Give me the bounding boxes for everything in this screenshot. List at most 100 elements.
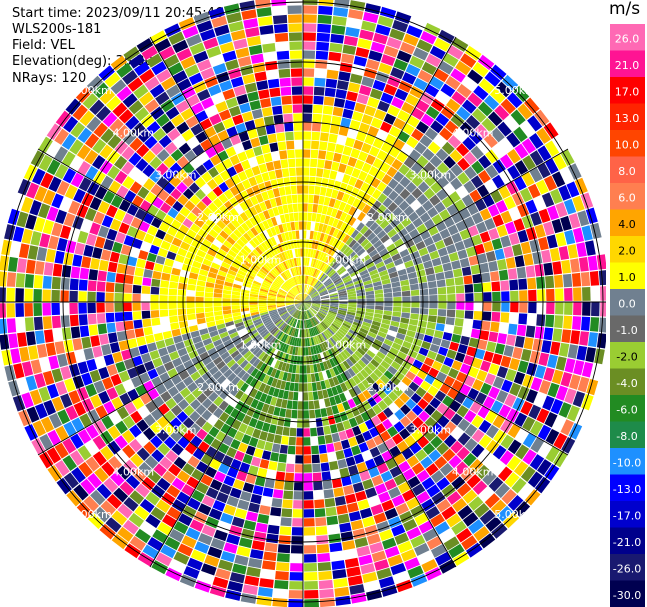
range-gate-cell	[258, 299, 267, 302]
range-gate-cell	[355, 433, 366, 445]
range-gate-cell	[304, 311, 308, 320]
range-gate-cell	[339, 467, 350, 478]
range-gate-cell	[396, 243, 407, 253]
range-gate-cell	[312, 298, 321, 301]
range-gate-cell	[539, 380, 551, 395]
range-gate-cell	[321, 302, 330, 305]
range-gate-cell	[278, 332, 285, 341]
range-gate-cell	[300, 257, 303, 266]
range-gate-cell	[367, 331, 377, 339]
range-gate-cell	[478, 533, 496, 549]
range-gate-cell	[523, 337, 534, 350]
range-gate-cell	[319, 343, 325, 352]
range-gate-cell	[266, 189, 275, 199]
range-gate-cell	[246, 406, 256, 417]
range-gate-cell	[285, 298, 294, 301]
range-gate-cell	[219, 483, 232, 495]
range-gate-cell	[367, 362, 377, 372]
range-gate-cell	[341, 338, 350, 347]
range-gate-cell	[34, 260, 45, 275]
range-gate-cell	[258, 135, 269, 146]
range-gate-cell	[505, 368, 517, 382]
range-gate-cell	[296, 239, 300, 248]
range-gate-cell	[287, 354, 292, 364]
range-gate-cell	[310, 249, 314, 258]
range-gate-cell	[298, 383, 303, 392]
range-gate-cell	[593, 238, 605, 255]
range-gate-cell	[521, 171, 535, 187]
range-gate-cell	[234, 193, 244, 204]
range-gate-cell	[204, 297, 213, 302]
range-gate-cell	[420, 302, 429, 309]
range-gate-cell	[510, 290, 519, 302]
range-gate-cell	[450, 413, 463, 426]
range-gate-cell	[267, 323, 275, 331]
range-gate-cell	[255, 360, 264, 370]
range-gate-cell	[266, 376, 274, 386]
range-gate-cell	[488, 260, 499, 272]
range-gate-cell	[418, 410, 430, 423]
range-gate-cell	[249, 344, 259, 353]
range-gate-cell	[137, 552, 155, 567]
range-gate-cell	[573, 287, 582, 301]
range-gate-cell	[311, 268, 316, 277]
range-gate-cell	[182, 175, 194, 188]
range-gate-cell	[294, 300, 303, 302]
range-gate-cell	[515, 428, 529, 444]
range-gate-cell	[333, 334, 341, 342]
range-gate-cell	[300, 320, 303, 329]
range-gate-cell	[273, 267, 280, 275]
range-gate-cell	[405, 181, 417, 194]
range-gate-cell	[552, 153, 567, 170]
range-gate-cell	[87, 291, 96, 302]
range-gate-cell	[105, 302, 114, 313]
range-gate-cell	[281, 285, 289, 292]
range-gate-cell	[316, 231, 322, 241]
range-gate-cell	[321, 299, 330, 301]
range-gate-cell	[396, 440, 409, 453]
range-gate-cell	[318, 287, 326, 293]
range-gate-cell	[497, 466, 513, 482]
range-gate-cell	[341, 272, 350, 280]
range-gate-cell	[199, 244, 209, 253]
range-gate-cell	[335, 230, 344, 240]
range-gate-cell	[222, 302, 231, 307]
range-gate-cell	[136, 447, 150, 461]
range-gate-cell	[537, 459, 552, 476]
range-gate-cell	[123, 311, 133, 321]
range-gate-cell	[331, 273, 339, 281]
range-gate-cell	[394, 397, 405, 409]
range-gate-cell	[365, 290, 375, 296]
range-gate-cell	[405, 370, 416, 381]
instrument-label: WLS200s-181	[12, 22, 102, 37]
range-gate-cell	[170, 188, 182, 200]
range-gate-cell	[254, 174, 264, 184]
range-gate-cell	[306, 221, 312, 230]
colorbar-segment	[610, 580, 645, 607]
range-gate-cell	[297, 410, 303, 419]
range-gate-cell	[284, 232, 290, 241]
range-gate-cell	[261, 450, 272, 461]
range-gate-cell	[297, 194, 303, 203]
range-gate-cell	[137, 129, 152, 143]
range-gate-cell	[361, 450, 373, 462]
range-gate-cell	[430, 409, 443, 422]
range-gate-cell	[77, 160, 91, 176]
range-gate-cell	[51, 303, 60, 316]
range-gate-cell	[167, 368, 178, 379]
range-gate-cell	[435, 272, 445, 281]
range-gate-cell	[333, 441, 343, 452]
range-gate-cell	[402, 489, 416, 502]
range-gate-cell	[355, 131, 367, 142]
range-gate-cell	[307, 266, 311, 276]
range-gate-cell	[322, 361, 329, 370]
range-gate-cell	[272, 489, 284, 499]
range-gate-cell	[293, 319, 298, 328]
range-gate-cell	[356, 190, 366, 201]
range-gate-cell	[194, 234, 205, 244]
range-gate-cell	[354, 362, 363, 372]
range-gate-cell	[390, 233, 401, 243]
range-gate-cell	[304, 545, 317, 554]
range-gate-cell	[224, 393, 234, 404]
range-gate-cell	[537, 441, 553, 458]
